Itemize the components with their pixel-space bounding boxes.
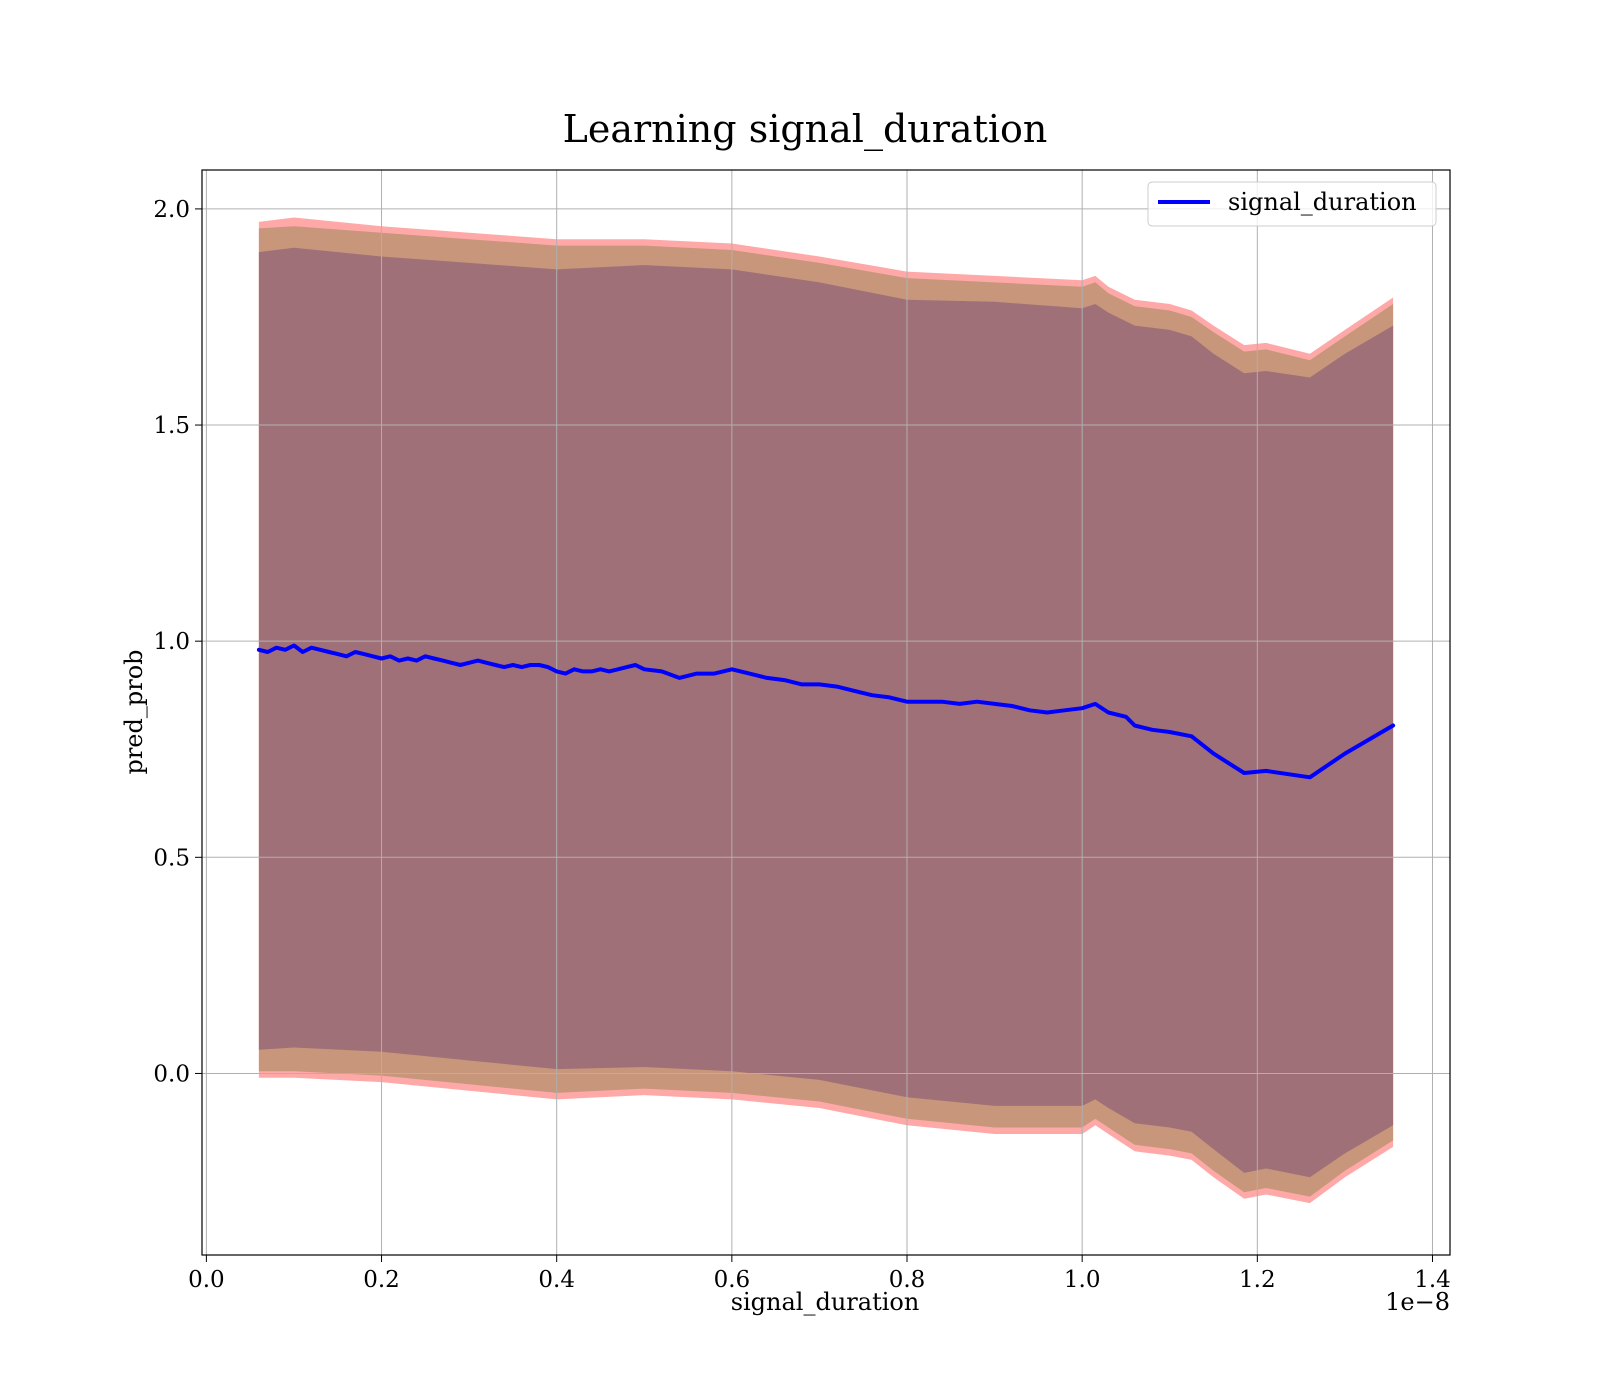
x-tick-label: 1.0 bbox=[1064, 1267, 1101, 1293]
y-tick-label: 1.0 bbox=[153, 629, 190, 655]
grid-lines bbox=[202, 170, 1450, 1255]
x-axis-ticks: 0.0 0.2 0.4 0.6 0.8 1.0 1.2 1.4 bbox=[188, 1255, 1451, 1293]
y-tick-label: 0.5 bbox=[153, 845, 190, 871]
confidence-bands bbox=[258, 217, 1394, 1204]
y-tick-label: 0.0 bbox=[153, 1061, 190, 1087]
legend-box bbox=[1147, 181, 1437, 227]
x-tick-label: 0.2 bbox=[363, 1267, 400, 1293]
legend: signal_duration bbox=[1147, 181, 1437, 227]
series-lines bbox=[256, 643, 1396, 780]
y-tick-label: 1.5 bbox=[153, 413, 190, 439]
x-tick-label: 1.4 bbox=[1414, 1267, 1451, 1293]
plot-frame bbox=[201, 169, 1451, 1256]
chart-title: Learning signal_duration bbox=[563, 107, 1048, 152]
x-tick-label: 0.6 bbox=[714, 1267, 751, 1293]
x-tick-label: 1.2 bbox=[1239, 1267, 1276, 1293]
y-axis-ticks: 0.0 0.5 1.0 1.5 2.0 bbox=[153, 197, 202, 1087]
x-axis-label: signal_duration bbox=[731, 1288, 920, 1316]
x-tick-label: 0.4 bbox=[538, 1267, 575, 1293]
legend-entry-signal-duration: signal_duration bbox=[1228, 188, 1417, 216]
series-line-signal-duration bbox=[256, 643, 1396, 780]
y-tick-label: 2.0 bbox=[153, 197, 190, 223]
x-tick-label: 0.0 bbox=[188, 1267, 225, 1293]
x-tick-label: 0.8 bbox=[889, 1267, 926, 1293]
y-axis-label: pred_prob bbox=[120, 649, 148, 774]
band-inner bbox=[258, 247, 1394, 1178]
x-axis-offset-label: 1e−8 bbox=[1385, 1288, 1450, 1316]
